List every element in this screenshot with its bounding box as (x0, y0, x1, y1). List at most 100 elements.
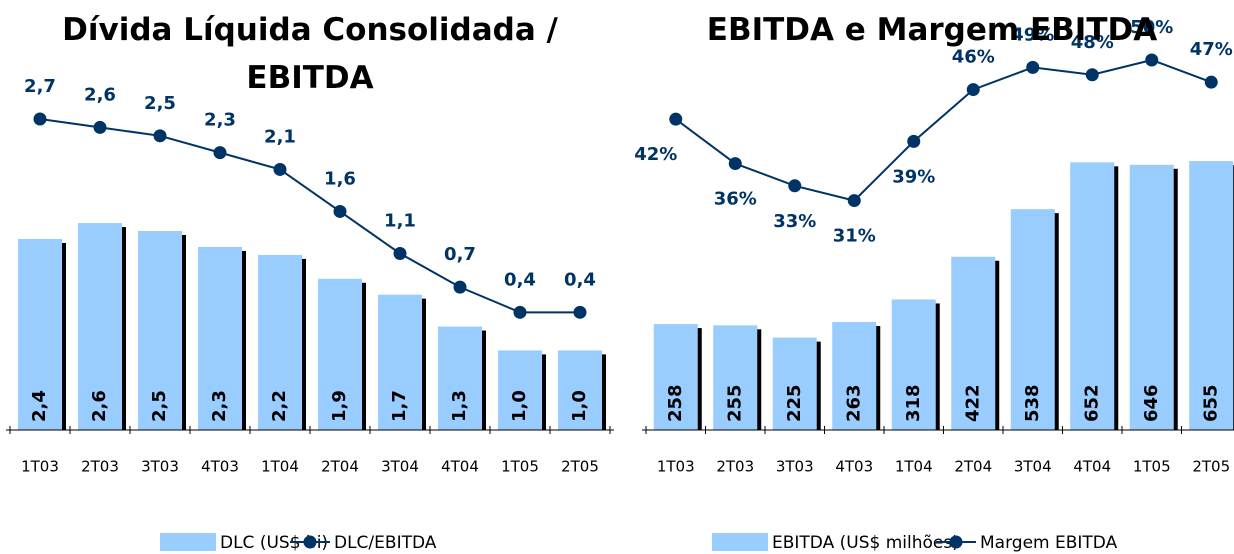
bar-value-label: 1,9 (329, 390, 350, 422)
line-point (213, 146, 227, 160)
legend-marker (303, 535, 317, 549)
bar (653, 324, 698, 430)
x-tick-label: 3T04 (381, 458, 419, 476)
bar (498, 350, 542, 430)
bar (713, 325, 758, 430)
bar-value-label: 2,6 (89, 390, 110, 422)
bar-value-label: 1,0 (569, 390, 590, 422)
legend-label: Margem EBITDA (980, 533, 1118, 553)
legend-label: DLC (US$ bi) (220, 533, 328, 553)
line-value-label: 42% (634, 144, 677, 165)
bar (258, 254, 302, 430)
x-tick-label: 4T04 (1073, 458, 1111, 476)
bar (78, 223, 122, 430)
x-tick-label: 1T05 (1133, 458, 1171, 476)
bar (832, 322, 877, 430)
x-tick-label: 2T03 (716, 458, 754, 476)
bar (18, 238, 62, 430)
line-value-label: 2,1 (264, 126, 296, 147)
x-tick-label: 3T03 (776, 458, 814, 476)
line-point (1145, 53, 1159, 67)
bar (318, 278, 362, 430)
line-value-label: 2,3 (204, 110, 236, 131)
line-value-label: 2,5 (144, 93, 176, 114)
x-tick-label: 1T03 (21, 458, 59, 476)
bar-value-label: 2,3 (209, 390, 230, 422)
legend-marker (949, 535, 963, 549)
line-value-label: 2,7 (24, 76, 56, 97)
bar-value-label: 1,0 (509, 390, 530, 422)
bar (1010, 209, 1055, 430)
bar-value-label: 655 (1200, 384, 1221, 422)
line-point (847, 194, 861, 208)
chart-title: EBITDA e Margem EBITDA (706, 12, 1158, 48)
legend-label: EBITDA (US$ milhões) (772, 533, 959, 553)
bar (438, 326, 482, 430)
line-value-label: 0,4 (564, 269, 596, 290)
x-tick-label: 4T03 (835, 458, 873, 476)
line-point (907, 134, 921, 148)
bar (138, 231, 182, 430)
line-point (728, 157, 742, 171)
line-value-label: 46% (952, 47, 995, 68)
bar (558, 350, 602, 430)
line-point (333, 204, 347, 218)
line-point (1085, 68, 1099, 82)
bar-value-label: 318 (903, 384, 924, 422)
bar-value-label: 2,5 (149, 390, 170, 422)
bar (1070, 162, 1115, 430)
line-point (966, 83, 980, 97)
line-point (393, 246, 407, 260)
x-tick-label: 2T03 (81, 458, 119, 476)
legend-swatch (160, 533, 216, 551)
line (39, 118, 580, 314)
line-value-label: 36% (714, 189, 757, 210)
bar (772, 337, 817, 430)
line-point (513, 305, 527, 319)
x-tick-label: 1T04 (895, 458, 933, 476)
line-value-label: 0,4 (504, 269, 536, 290)
x-tick-label: 1T04 (261, 458, 299, 476)
bar (378, 294, 422, 430)
bar-value-label: 263 (843, 384, 864, 422)
line-point (33, 112, 47, 126)
line (675, 58, 1212, 202)
x-tick-label: 1T03 (657, 458, 695, 476)
line-value-label: 33% (773, 211, 816, 232)
line-value-label: 2,6 (84, 84, 116, 105)
bar (198, 246, 242, 430)
bar (951, 256, 996, 430)
x-tick-label: 2T04 (954, 458, 992, 476)
bar-value-label: 538 (1022, 384, 1043, 422)
bar-value-label: 225 (784, 384, 805, 422)
line-value-label: 1,1 (384, 210, 416, 231)
bar-value-label: 258 (665, 384, 686, 422)
line-point (153, 129, 167, 143)
x-tick-label: 3T04 (1014, 458, 1052, 476)
line-point (93, 120, 107, 134)
bar-value-label: 1,3 (449, 390, 470, 422)
line-point (1204, 75, 1218, 89)
line-point (669, 112, 683, 126)
line-value-label: 49% (1011, 24, 1054, 45)
bar-value-label: 2,4 (29, 390, 50, 422)
bar-value-label: 646 (1141, 384, 1162, 422)
bar-value-label: 2,2 (269, 390, 290, 422)
line-point (573, 305, 587, 319)
bar-value-label: 652 (1081, 384, 1102, 422)
line-point (273, 162, 287, 176)
x-tick-label: 2T04 (321, 458, 359, 476)
legend-label: DLC/EBITDA (334, 533, 437, 553)
line-point (788, 179, 802, 193)
x-tick-label: 3T03 (141, 458, 179, 476)
line-point (453, 280, 467, 294)
bar-value-label: 422 (962, 384, 983, 422)
line-value-label: 1,6 (324, 168, 356, 189)
line-value-label: 31% (833, 226, 876, 247)
bar (1189, 161, 1234, 430)
chart-title: Dívida Líquida Consolidada / EBITDA (62, 12, 558, 96)
x-tick-label: 2T05 (561, 458, 599, 476)
legend-swatch (712, 533, 768, 551)
